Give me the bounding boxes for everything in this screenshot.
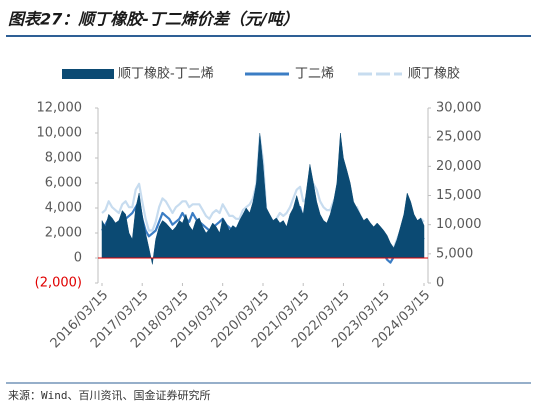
legend-label: 顺丁橡胶 [408, 66, 460, 82]
y2-tick-label: 25,000 [436, 130, 482, 145]
legend-swatch [62, 69, 114, 79]
y-tick-label: 2,000 [45, 226, 82, 241]
legend-label: 顺丁橡胶-丁二烯 [118, 66, 214, 82]
y2-tick-label: 15,000 [436, 188, 482, 203]
y2-tick-label: 20,000 [436, 159, 482, 174]
y2-tick-label: 10,000 [436, 217, 482, 232]
y2-tick-label: 30,000 [436, 101, 482, 116]
chart-title: 图表27：顺丁橡胶-丁二烯价差（元/吨） [8, 10, 299, 29]
y-tick-label: 4,000 [45, 201, 82, 216]
source: 来源：Wind、百川资讯、国金证券研究所 [8, 388, 211, 402]
y-tick-label: (2,000) [35, 276, 82, 291]
y-tick-label: 6,000 [45, 176, 82, 191]
area [101, 132, 425, 265]
y-tick-label: 12,000 [37, 101, 83, 116]
y-tick-label: 0 [74, 251, 82, 266]
y2-tick-label: 5,000 [436, 246, 473, 261]
y2-tick-label: 0 [436, 276, 444, 291]
legend-label: 丁二烯 [295, 67, 334, 82]
y-tick-label: 10,000 [37, 126, 83, 141]
y-tick-label: 8,000 [45, 151, 82, 166]
